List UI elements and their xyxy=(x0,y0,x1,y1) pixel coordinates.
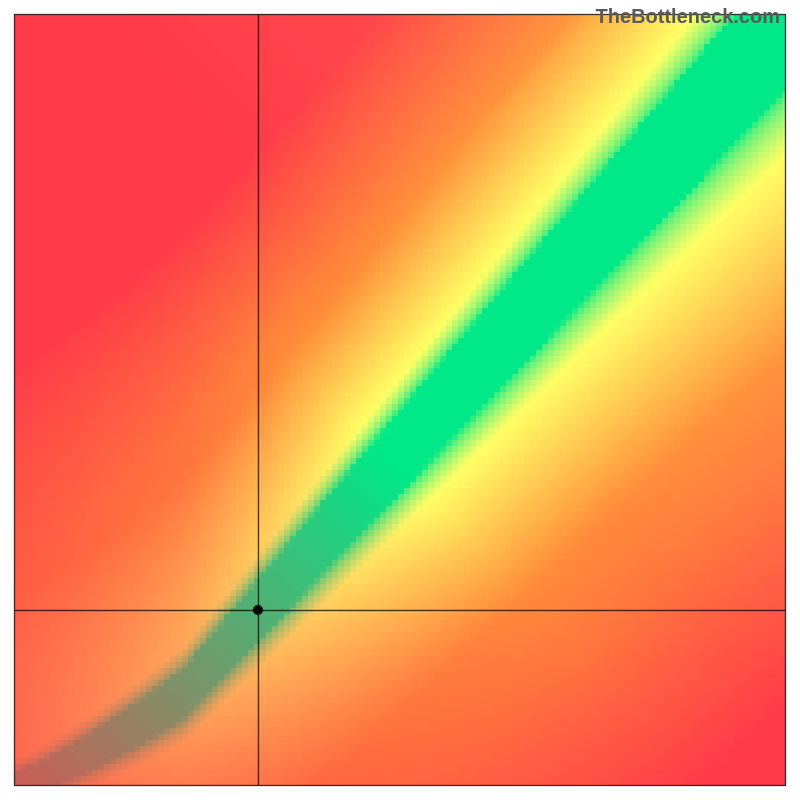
watermark-text: TheBottleneck.com xyxy=(596,6,780,29)
bottleneck-heatmap xyxy=(0,0,800,800)
heatmap-container: TheBottleneck.com xyxy=(0,0,800,800)
